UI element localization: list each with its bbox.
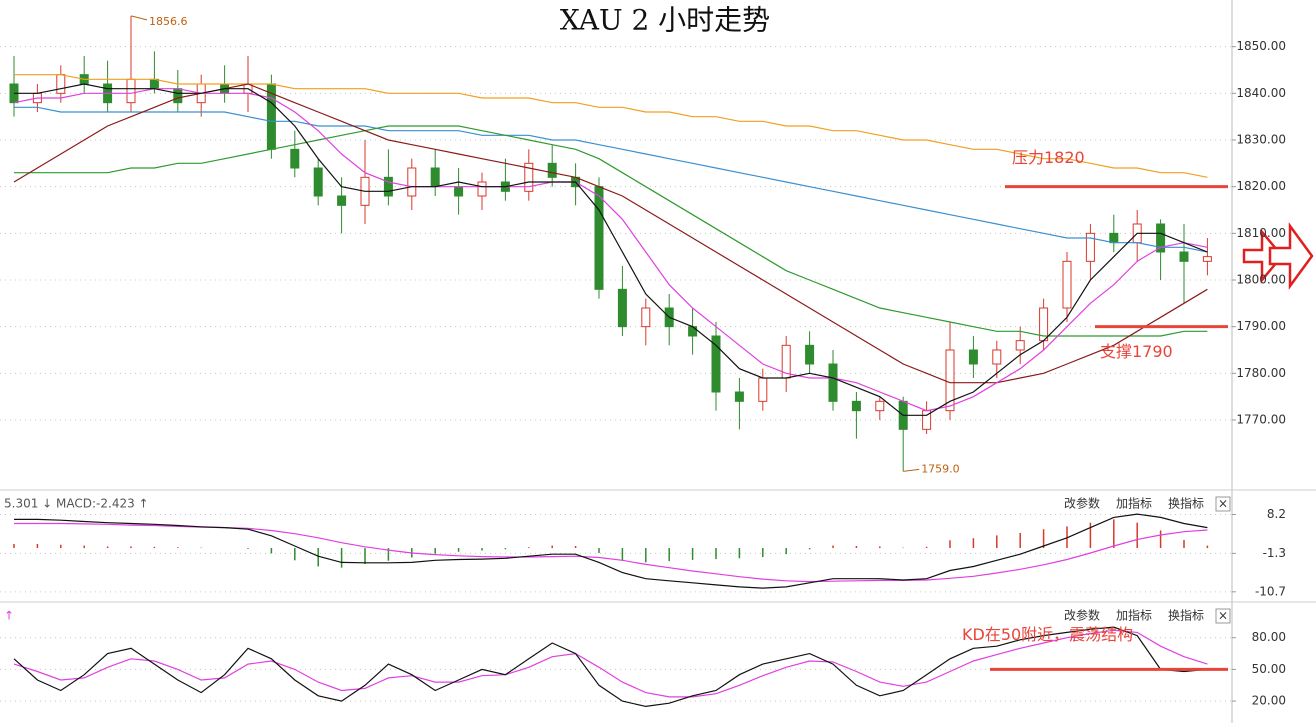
candle-body <box>711 335 721 393</box>
candle-body <box>313 167 323 197</box>
candle-body <box>1085 232 1095 262</box>
y-tick-label: 8.2 <box>1267 507 1286 521</box>
candle-body <box>594 186 604 290</box>
level-label: KD在50附近，震荡结构 <box>962 625 1133 644</box>
candle-body <box>337 195 347 206</box>
candle-body <box>828 363 838 402</box>
panel-button[interactable]: 改参数 <box>1064 496 1100 511</box>
candle-body <box>875 400 885 412</box>
candle-body <box>477 181 487 197</box>
candle-body <box>1156 223 1166 253</box>
candle-body <box>1015 340 1025 351</box>
candle-body <box>1062 260 1072 309</box>
arrow-icon <box>1242 228 1284 284</box>
candle-body <box>734 391 744 402</box>
y-tick-label: -1.3 <box>1263 546 1286 560</box>
candle-body <box>430 167 440 188</box>
candle-body <box>524 162 534 192</box>
price-label: 1856.6 <box>149 15 188 28</box>
candle-body <box>290 148 300 169</box>
y-tick-label: 20.00 <box>1252 694 1286 708</box>
candle-body <box>407 167 417 197</box>
panel-button[interactable]: 换指标 <box>1168 496 1204 511</box>
y-tick-label: 1850.00 <box>1236 39 1286 53</box>
candle-body <box>1109 232 1119 244</box>
indicator-line <box>13 88 1208 412</box>
candle-body <box>454 186 464 197</box>
close-box <box>1215 496 1231 512</box>
indicator-line <box>14 125 1208 337</box>
y-tick-label: 1770.00 <box>1236 413 1286 427</box>
candle-body <box>968 349 978 365</box>
panel-header: ↑ <box>4 609 14 623</box>
candle-body <box>173 88 183 104</box>
y-tick-label: 1830.00 <box>1236 133 1286 147</box>
panel-button[interactable]: 改参数 <box>1064 608 1100 623</box>
candle-body <box>945 349 955 412</box>
panel-button[interactable]: 加指标 <box>1116 608 1152 623</box>
candle-body <box>56 74 66 94</box>
close-button[interactable]: × <box>1218 609 1228 623</box>
indicator-line <box>14 106 1208 253</box>
candle-body <box>992 349 1002 365</box>
level-label: 压力1820 <box>1012 148 1085 167</box>
y-tick-label: 1790.00 <box>1236 319 1286 333</box>
indicator-line <box>13 626 1208 708</box>
close-box <box>1215 608 1231 624</box>
candle-body <box>383 176 393 197</box>
y-tick-label: 1780.00 <box>1236 366 1286 380</box>
candle-body <box>1202 256 1212 262</box>
y-tick-label: 1800.00 <box>1236 273 1286 287</box>
close-button[interactable]: × <box>1218 497 1228 511</box>
panel-button[interactable]: 加指标 <box>1116 496 1152 511</box>
candle-body <box>688 326 698 337</box>
candle-body <box>547 162 557 178</box>
candle-body <box>641 307 651 328</box>
y-tick-label: 1840.00 <box>1236 86 1286 100</box>
indicator-line <box>14 513 1208 589</box>
chart-title: XAU 2 小时走势 <box>560 4 770 37</box>
candle-body <box>617 288 627 328</box>
candle-body <box>805 344 815 365</box>
y-tick-label: 80.00 <box>1252 630 1286 644</box>
price-label: 1759.0 <box>921 462 960 475</box>
candle-body <box>758 377 768 402</box>
y-tick-label: 1810.00 <box>1236 226 1286 240</box>
price-marker <box>903 468 920 472</box>
level-label: 支撑1790 <box>1100 342 1173 361</box>
candle-body <box>851 400 861 412</box>
panel-button[interactable]: 换指标 <box>1168 608 1204 623</box>
price-marker <box>130 15 148 21</box>
panel-header: 5.301 ↓ MACD:-2.423 ↑ <box>4 497 149 511</box>
y-tick-label: -10.7 <box>1255 584 1286 598</box>
arrow-icon <box>1268 222 1314 290</box>
indicator-line <box>13 629 1208 698</box>
candle-body <box>149 78 159 90</box>
candle-body <box>126 78 136 104</box>
indicator-line <box>14 83 1208 416</box>
indicator-line <box>14 74 1208 178</box>
y-tick-label: 50.00 <box>1252 662 1286 676</box>
y-tick-label: 1820.00 <box>1236 179 1286 193</box>
candle-body <box>1179 251 1189 262</box>
